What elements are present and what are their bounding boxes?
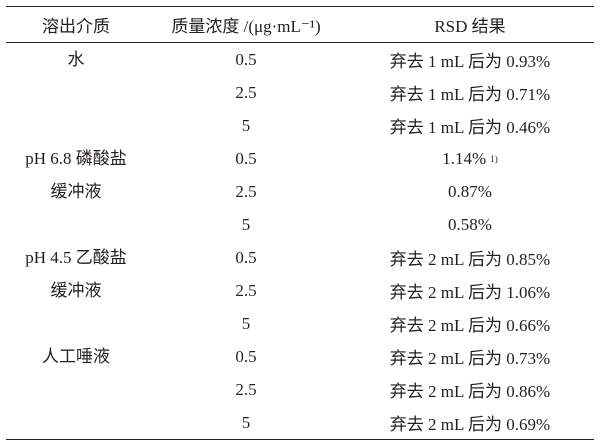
medium-cell: pH 4.5 乙酸盐 缓冲液 bbox=[6, 241, 146, 307]
rsd-cell: 弃去 2 mL 后为 1.06% bbox=[346, 274, 594, 307]
concentration-cell: 0.5 bbox=[235, 247, 257, 267]
table-row: 2.5 弃去 2 mL 后为 0.86% bbox=[6, 373, 594, 406]
concentration-cell: 2.5 bbox=[235, 181, 257, 201]
rsd-cell: 0.87% bbox=[346, 175, 594, 208]
concentration-cell: 5 bbox=[241, 412, 251, 432]
table-row: 0.5 1.14% 1) bbox=[6, 142, 594, 175]
medium-group: 0.5 弃去 2 mL 后为 0.73% 2.5 弃去 2 mL 后为 0.86% 5 弃… bbox=[6, 340, 594, 439]
rsd-value: 弃去 2 mL 后为 0.85% bbox=[389, 250, 551, 269]
rsd-value: 弃去 1 mL 后为 0.71% bbox=[389, 85, 551, 104]
rsd-value: 0.58% bbox=[448, 214, 492, 234]
medium-label: 人工唾液 bbox=[42, 347, 110, 366]
concentration-cell: 2.5 bbox=[235, 379, 257, 399]
medium-label: 缓冲液 bbox=[50, 182, 102, 201]
medium-label: 水 bbox=[67, 50, 85, 69]
table-body: 0.5 弃去 1 mL 后为 0.93% 2.5 弃去 1 mL 后为 0.71% 5 弃… bbox=[6, 43, 594, 439]
medium-label: 缓冲液 bbox=[50, 281, 102, 300]
table-row: 5 弃去 2 mL 后为 0.66% bbox=[6, 307, 594, 340]
medium-group: 0.5 弃去 2 mL 后为 0.85% 2.5 弃去 2 mL 后为 1.06% 5 弃… bbox=[6, 241, 594, 340]
concentration-cell: 0.5 bbox=[235, 346, 257, 366]
table-row: 2.5 弃去 1 mL 后为 0.71% bbox=[6, 76, 594, 109]
rsd-cell: 1.14% 1) bbox=[346, 142, 594, 175]
rsd-value: 弃去 2 mL 后为 0.73% bbox=[389, 349, 551, 368]
concentration-cell: 5 bbox=[241, 115, 251, 135]
table-row: 5 弃去 1 mL 后为 0.46% bbox=[6, 109, 594, 142]
concentration-cell: 2.5 bbox=[235, 280, 257, 300]
concentration-cell: 0.5 bbox=[235, 49, 257, 69]
table-header-rule bbox=[6, 42, 594, 43]
rsd-cell: 弃去 1 mL 后为 0.93% bbox=[346, 43, 594, 76]
header-concentration: 质量浓度 /(μg·mL⁻¹) bbox=[171, 17, 321, 36]
rsd-value: 0.87% bbox=[448, 181, 492, 201]
footnote-marker: 1) bbox=[490, 153, 498, 164]
concentration-cell: 2.5 bbox=[235, 82, 257, 102]
table-row: 2.5 0.87% bbox=[6, 175, 594, 208]
medium-group: 0.5 1.14% 1) 2.5 0.87% 5 0.58% pH 6.8 磷酸盐 缓冲液 bbox=[6, 142, 594, 241]
header-rsd: RSD 结果 bbox=[434, 17, 506, 36]
concentration-cell: 0.5 bbox=[235, 148, 257, 168]
medium-cell: 水 bbox=[6, 43, 146, 76]
rsd-cell: 弃去 2 mL 后为 0.85% bbox=[346, 241, 594, 274]
rsd-cell: 弃去 2 mL 后为 0.86% bbox=[346, 373, 594, 406]
table-row: 0.5 弃去 2 mL 后为 0.85% bbox=[6, 241, 594, 274]
rsd-cell: 弃去 2 mL 后为 0.73% bbox=[346, 340, 594, 373]
medium-label: pH 6.8 磷酸盐 bbox=[25, 149, 127, 168]
table-row: 2.5 弃去 2 mL 后为 1.06% bbox=[6, 274, 594, 307]
medium-label: pH 4.5 乙酸盐 bbox=[25, 248, 127, 267]
table-row: 5 0.58% bbox=[6, 208, 594, 241]
rsd-value: 弃去 2 mL 后为 0.69% bbox=[389, 415, 551, 434]
medium-group: 0.5 弃去 1 mL 后为 0.93% 2.5 弃去 1 mL 后为 0.71% 5 弃… bbox=[6, 43, 594, 142]
table-top-rule bbox=[6, 6, 594, 7]
rsd-value: 弃去 1 mL 后为 0.93% bbox=[389, 52, 551, 71]
medium-cell: 人工唾液 bbox=[6, 340, 146, 373]
rsd-value: 弃去 1 mL 后为 0.46% bbox=[389, 118, 551, 137]
rsd-value: 弃去 2 mL 后为 0.86% bbox=[389, 382, 551, 401]
rsd-value: 1.14% bbox=[442, 148, 487, 168]
rsd-cell: 弃去 1 mL 后为 0.71% bbox=[346, 76, 594, 109]
concentration-cell: 5 bbox=[241, 214, 251, 234]
rsd-value: 弃去 2 mL 后为 1.06% bbox=[389, 283, 551, 302]
rsd-cell: 弃去 2 mL 后为 0.69% bbox=[346, 406, 594, 439]
table-header-row: 溶出介质 质量浓度 /(μg·mL⁻¹) RSD 结果 bbox=[6, 7, 594, 42]
rsd-results-table: 溶出介质 质量浓度 /(μg·mL⁻¹) RSD 结果 0.5 弃去 1 mL 后… bbox=[6, 6, 594, 440]
medium-cell: pH 6.8 磷酸盐 缓冲液 bbox=[6, 142, 146, 208]
rsd-cell: 0.58% bbox=[346, 208, 594, 241]
table-row: 0.5 弃去 1 mL 后为 0.93% bbox=[6, 43, 594, 76]
rsd-cell: 弃去 2 mL 后为 0.66% bbox=[346, 307, 594, 340]
header-medium: 溶出介质 bbox=[42, 17, 110, 36]
concentration-cell: 5 bbox=[241, 313, 251, 333]
table-row: 0.5 弃去 2 mL 后为 0.73% bbox=[6, 340, 594, 373]
rsd-value: 弃去 2 mL 后为 0.66% bbox=[389, 316, 551, 335]
table-row: 5 弃去 2 mL 后为 0.69% bbox=[6, 406, 594, 439]
rsd-cell: 弃去 1 mL 后为 0.46% bbox=[346, 109, 594, 142]
